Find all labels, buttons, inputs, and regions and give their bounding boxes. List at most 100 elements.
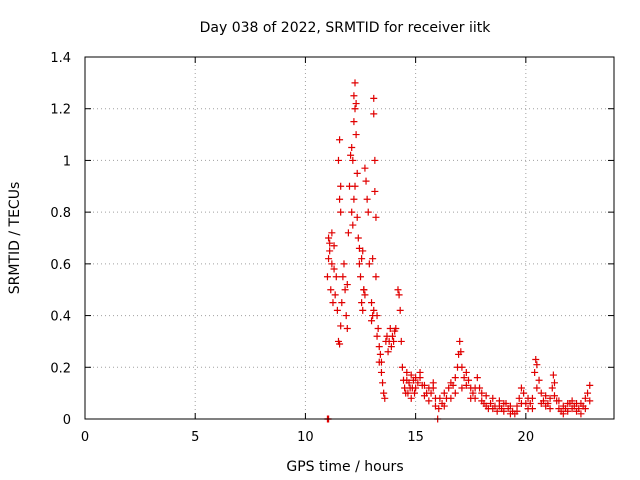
data-point <box>327 286 335 294</box>
data-point <box>456 337 464 345</box>
y-tick-label: 1 <box>63 154 71 169</box>
data-point <box>349 156 357 164</box>
data-point <box>355 260 363 268</box>
data-point <box>542 392 550 400</box>
data-point <box>350 92 358 100</box>
data-point <box>370 94 378 102</box>
data-point <box>369 255 377 263</box>
data-point <box>363 195 371 203</box>
data-point <box>500 407 508 415</box>
data-point <box>532 356 540 364</box>
y-tick-label: 0.4 <box>50 310 71 325</box>
data-point <box>544 399 552 407</box>
data-point <box>372 213 380 221</box>
data-point <box>586 381 594 389</box>
data-point <box>506 402 514 410</box>
axis-ticks: 0 5 10 15 20 0 0.2 0.4 0.6 0.8 1 1.2 1.4 <box>50 51 614 445</box>
data-point <box>361 164 369 172</box>
data-point <box>404 389 412 397</box>
x-tick-label: 20 <box>518 430 535 445</box>
data-point <box>407 371 415 379</box>
data-point <box>351 105 359 113</box>
data-point <box>416 374 424 382</box>
data-point <box>326 239 334 247</box>
data-point <box>451 374 459 382</box>
data-point <box>323 273 331 281</box>
data-point <box>487 399 495 407</box>
data-point <box>537 389 545 397</box>
x-tick-label: 5 <box>191 430 199 445</box>
data-point <box>397 337 405 345</box>
data-point <box>403 368 411 376</box>
data-point <box>362 177 370 185</box>
data-point <box>520 389 528 397</box>
data-point <box>352 100 360 108</box>
data-point <box>353 213 361 221</box>
y-tick-label: 0.6 <box>50 258 71 273</box>
data-point <box>372 273 380 281</box>
data-point <box>375 343 383 351</box>
data-point <box>575 405 583 413</box>
data-point <box>467 394 475 402</box>
data-point <box>462 368 470 376</box>
data-point <box>440 402 448 410</box>
data-point <box>581 394 589 402</box>
data-point <box>515 394 523 402</box>
data-point <box>465 376 473 384</box>
data-point <box>349 221 357 229</box>
data-point <box>533 361 541 369</box>
data-point <box>457 348 465 356</box>
data-point <box>376 350 384 358</box>
data-point <box>351 182 359 190</box>
data-point <box>460 374 468 382</box>
data-point <box>427 389 435 397</box>
data-point <box>495 397 503 405</box>
data-point <box>380 389 388 397</box>
data-point <box>337 322 345 330</box>
data-point <box>325 255 333 263</box>
data-point <box>358 255 366 263</box>
data-point <box>339 273 347 281</box>
data-point <box>325 234 333 242</box>
data-point <box>584 389 592 397</box>
data-point <box>338 299 346 307</box>
x-tick-label: 0 <box>81 430 89 445</box>
data-point <box>381 394 389 402</box>
data-point <box>478 389 486 397</box>
data-point <box>333 306 341 314</box>
data-point <box>343 281 351 289</box>
data-point <box>348 144 356 151</box>
data-point <box>420 381 428 389</box>
data-point <box>429 379 437 387</box>
data-point <box>392 325 400 332</box>
data-point <box>377 368 385 376</box>
data-point <box>528 405 536 413</box>
data-point <box>436 394 444 402</box>
data-point <box>375 358 383 366</box>
data-point <box>379 379 387 387</box>
data-point <box>361 291 369 299</box>
data-point <box>531 368 539 376</box>
data-point <box>412 384 420 392</box>
y-tick-label: 1.2 <box>50 103 71 118</box>
data-point <box>344 229 352 237</box>
data-point <box>462 381 470 389</box>
data-point <box>546 394 554 402</box>
data-point <box>440 389 448 397</box>
data-point <box>425 397 433 405</box>
chart-title: Day 038 of 2022, SRMTID for receiver iit… <box>200 20 492 36</box>
data-point <box>336 340 344 348</box>
data-point <box>549 371 557 379</box>
data-point <box>396 306 404 314</box>
data-point <box>365 260 373 268</box>
x-tick-label: 15 <box>407 430 424 445</box>
data-point <box>355 244 363 252</box>
data-point <box>482 392 490 400</box>
data-point <box>555 397 563 405</box>
data-point <box>395 291 403 299</box>
data-point <box>326 247 334 255</box>
data-point <box>336 136 344 144</box>
x-tick-label: 10 <box>297 430 314 445</box>
data-point <box>387 343 395 351</box>
